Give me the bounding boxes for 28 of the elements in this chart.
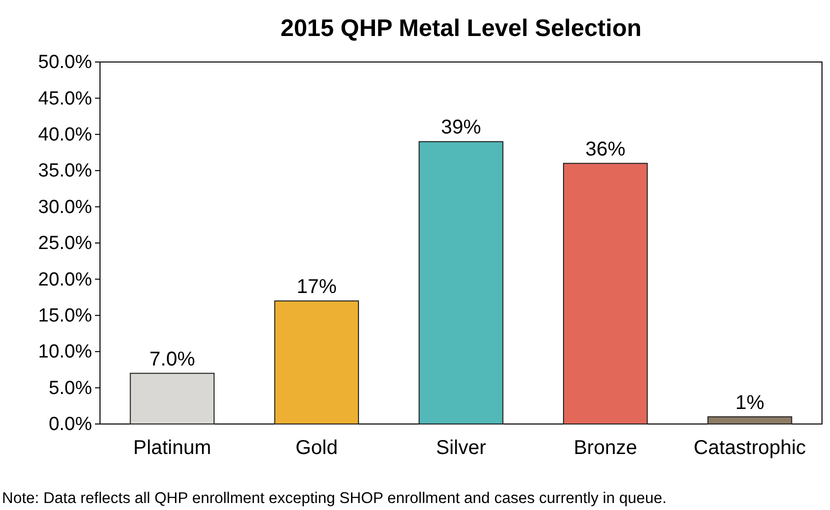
x-tick-label: Gold — [295, 437, 338, 460]
y-tick-label: 10.0% — [38, 342, 92, 363]
bar — [130, 372, 215, 424]
chart-title: 2015 QHP Metal Level Selection — [280, 15, 642, 42]
y-tick-label: 0.0% — [48, 414, 92, 436]
text: Note: Data reflects all QHP enrollment excepting SHOP enrollment and cases currently in queue. — [2, 490, 667, 507]
y-tick-label: 45.0% — [38, 88, 92, 110]
x-tick-label: Silver — [436, 437, 486, 460]
data-label: 7.0% — [149, 348, 196, 370]
bar — [707, 416, 792, 424]
y-tick-label: 30.0% — [38, 196, 92, 218]
x-tick-label: Catastrophic — [694, 437, 806, 460]
data-label: 1% — [735, 392, 764, 414]
y-tick-label: 5.0% — [48, 378, 92, 399]
y-tick-label: 15.0% — [38, 305, 92, 326]
data-label: 39% — [440, 116, 482, 139]
y-tick-label: 35.0% — [38, 160, 92, 182]
y-tick-label: 25.0% — [38, 233, 92, 254]
y-tick-label: 40.0% — [38, 124, 92, 146]
x-tick-label: Bronze — [574, 437, 638, 460]
data-label: 36% — [585, 138, 626, 160]
y-tick-label: 50.0% — [38, 52, 92, 74]
y-tick-label: 20.0% — [38, 269, 92, 290]
bar — [563, 162, 648, 424]
bar — [418, 141, 504, 424]
bar — [274, 300, 359, 424]
data-label: 17% — [296, 276, 337, 298]
x-tick-label: Platinum — [133, 437, 212, 460]
